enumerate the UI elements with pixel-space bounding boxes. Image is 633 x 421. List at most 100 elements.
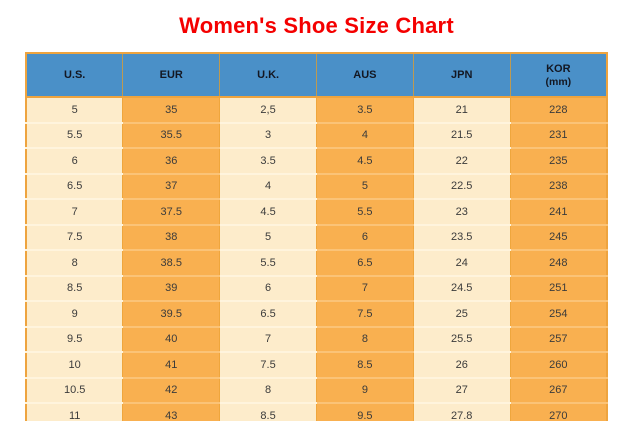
table-cell: 7 <box>25 198 124 225</box>
table-cell: 3.5 <box>219 147 317 174</box>
table-cell: 7 <box>315 274 414 301</box>
table-row: 5.5 35.5 3 4 21.5 231 <box>25 121 608 148</box>
table-body: 5 35 2,5 3.5 21 228 5.5 35.5 3 4 21.5 231 6 36 3.5 4.5 2… <box>25 96 608 421</box>
table-row: 5 35 2,5 3.5 21 228 <box>25 96 608 123</box>
table-row: 6.5 37 4 5 22.5 238 <box>25 172 608 199</box>
table-cell: 6 <box>25 147 124 174</box>
table-cell: 3.5 <box>315 96 414 123</box>
table-cell: 8 <box>315 325 414 352</box>
table-cell: 4 <box>315 121 414 148</box>
shoe-size-chart-table: U.S. EUR U.K. AUS JPN KOR (mm) 5 35 2,5 3.5 21 228 5… <box>25 52 608 421</box>
column-header-uk: U.K. <box>219 53 317 98</box>
table-cell: 27 <box>412 376 511 403</box>
table-cell: 3 <box>219 121 317 148</box>
table-cell: 22.5 <box>412 172 511 199</box>
table-cell: 39.5 <box>122 300 221 327</box>
title-bar: Women's Shoe Size Chart <box>0 0 633 39</box>
table-cell: 248 <box>509 249 608 276</box>
table-cell: 8 <box>25 249 124 276</box>
table-row: 7.5 38 5 6 23.5 245 <box>25 223 608 250</box>
table-cell: 6.5 <box>219 300 317 327</box>
table-cell: 9.5 <box>315 402 414 421</box>
table-cell: 7.5 <box>25 223 124 250</box>
table-cell: 6 <box>315 223 414 250</box>
table-cell: 254 <box>509 300 608 327</box>
table-row: 11 43 8.5 9.5 27.8 270 <box>25 402 608 421</box>
table-cell: 9.5 <box>25 325 124 352</box>
table-cell: 36 <box>122 147 221 174</box>
table-cell: 4 <box>219 172 317 199</box>
table-cell: 10 <box>25 351 124 378</box>
table-cell: 25 <box>412 300 511 327</box>
table-cell: 5.5 <box>315 198 414 225</box>
table-cell: 39 <box>122 274 221 301</box>
table-cell: 8 <box>219 376 317 403</box>
column-header-kor: KOR (mm) <box>509 53 608 98</box>
table-cell: 38.5 <box>122 249 221 276</box>
table-cell: 8.5 <box>315 351 414 378</box>
column-header-eur: EUR <box>122 53 221 98</box>
table-cell: 42 <box>122 376 221 403</box>
table-row: 10.5 42 8 9 27 267 <box>25 376 608 403</box>
table-cell: 228 <box>509 96 608 123</box>
table-cell: 260 <box>509 351 608 378</box>
column-header-label: EUR <box>159 69 183 81</box>
table-cell: 22 <box>412 147 511 174</box>
table-cell: 41 <box>122 351 221 378</box>
table-cell: 235 <box>509 147 608 174</box>
table-cell: 24.5 <box>412 274 511 301</box>
table-row: 10 41 7.5 8.5 26 260 <box>25 351 608 378</box>
table-cell: 9 <box>25 300 124 327</box>
column-header-label: KOR <box>546 62 571 75</box>
table-cell: 270 <box>509 402 608 421</box>
table-cell: 25.5 <box>412 325 511 352</box>
table-cell: 251 <box>509 274 608 301</box>
table-cell: 8.5 <box>219 402 317 421</box>
table-cell: 5.5 <box>25 121 124 148</box>
table-cell: 38 <box>122 223 221 250</box>
table-cell: 5 <box>219 223 317 250</box>
table-cell: 9 <box>315 376 414 403</box>
table-cell: 26 <box>412 351 511 378</box>
table-cell: 238 <box>509 172 608 199</box>
table-cell: 5 <box>25 96 124 123</box>
table-cell: 23 <box>412 198 511 225</box>
header-row: U.S. EUR U.K. AUS JPN KOR (mm) <box>25 53 608 98</box>
table-cell: 7.5 <box>315 300 414 327</box>
table-cell: 35.5 <box>122 121 221 148</box>
table-cell: 24 <box>412 249 511 276</box>
table-cell: 8.5 <box>25 274 124 301</box>
table-cell: 35 <box>122 96 221 123</box>
table-cell: 37 <box>122 172 221 199</box>
table-row: 8.5 39 6 7 24.5 251 <box>25 274 608 301</box>
table-cell: 5 <box>315 172 414 199</box>
page-title: Women's Shoe Size Chart <box>179 13 454 38</box>
table-cell: 11 <box>25 402 124 421</box>
table-cell: 2,5 <box>219 96 317 123</box>
table-cell: 6 <box>219 274 317 301</box>
table-cell: 5.5 <box>219 249 317 276</box>
table-cell: 267 <box>509 376 608 403</box>
table-cell: 231 <box>509 121 608 148</box>
table-cell: 6.5 <box>25 172 124 199</box>
table-cell: 27.8 <box>412 402 511 421</box>
table-cell: 4.5 <box>219 198 317 225</box>
table-cell: 21.5 <box>412 121 511 148</box>
column-header-label: JPN <box>451 69 473 81</box>
column-header-us: U.S. <box>25 53 124 98</box>
table-cell: 21 <box>412 96 511 123</box>
table-cell: 241 <box>509 198 608 225</box>
table-cell: 257 <box>509 325 608 352</box>
table-cell: 4.5 <box>315 147 414 174</box>
table-cell: 23.5 <box>412 223 511 250</box>
table-cell: 245 <box>509 223 608 250</box>
table-cell: 10.5 <box>25 376 124 403</box>
table-cell: 43 <box>122 402 221 421</box>
table-cell: 7.5 <box>219 351 317 378</box>
table-cell: 37.5 <box>122 198 221 225</box>
column-header-label: AUS <box>353 69 377 81</box>
column-header-jpn: JPN <box>412 53 511 98</box>
table-row: 9 39.5 6.5 7.5 25 254 <box>25 300 608 327</box>
column-header-label: U.S. <box>63 69 86 81</box>
column-header-aus: AUS <box>315 53 414 98</box>
